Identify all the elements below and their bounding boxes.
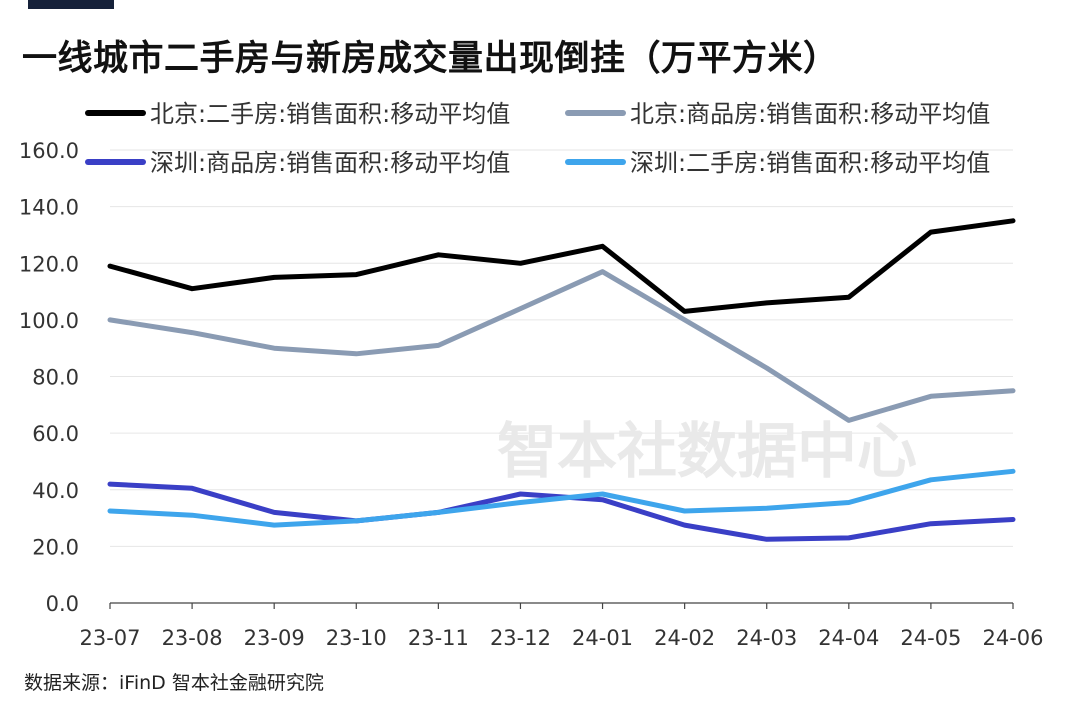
x-tick-label: 23-12 — [490, 626, 551, 650]
series-line-2 — [107, 269, 1016, 423]
y-tick-label: 20.0 — [32, 535, 79, 559]
legend-label: 深圳:商品房:销售面积:移动平均值 — [150, 149, 510, 177]
watermark: 智本社数据中心 — [497, 417, 917, 487]
x-tick-label: 24-03 — [736, 626, 797, 650]
series-line-1 — [107, 218, 1016, 314]
x-tick-label: 24-04 — [818, 626, 879, 650]
x-tick-label: 24-05 — [900, 626, 961, 650]
legend-label: 北京:二手房:销售面积:移动平均值 — [150, 100, 510, 128]
y-tick-label: 140.0 — [19, 196, 79, 220]
grid-lines — [110, 149, 1013, 547]
y-tick-label: 100.0 — [19, 309, 79, 333]
y-tick-label: 80.0 — [32, 366, 79, 390]
y-tick-label: 120.0 — [19, 252, 79, 276]
x-tick-label: 23-09 — [244, 626, 305, 650]
watermark-group: 智本社数据中心 — [497, 417, 917, 487]
series-lines — [107, 218, 1016, 542]
legend-label: 深圳:二手房:销售面积:移动平均值 — [630, 149, 990, 177]
legend-label: 北京:商品房:销售面积:移动平均值 — [630, 100, 990, 128]
y-tick-label: 160.0 — [19, 139, 79, 163]
x-tick-label: 24-02 — [654, 626, 715, 650]
legend: 北京:二手房:销售面积:移动平均值 北京:商品房:销售面积:移动平均值深圳:商品房… — [85, 100, 990, 177]
x-tick-label: 23-07 — [79, 626, 140, 650]
x-tick-label: 23-10 — [326, 626, 387, 650]
x-tick-label: 23-08 — [162, 626, 223, 650]
axes: 0.0 20.0 40.0 60.0 80.0 100.0 120.0 140.0 160.0 2… — [19, 139, 1044, 650]
y-tick-label: 40.0 — [32, 479, 79, 503]
x-tick-label: 24-06 — [982, 626, 1043, 650]
series-line-4 — [107, 468, 1016, 528]
title-accent-bar — [28, 0, 114, 9]
chart-title: 一线城市二手房与新房成交量出现倒挂（万平方米） — [22, 39, 839, 79]
x-tick-label: 24-01 — [572, 626, 633, 650]
x-tick-label: 23-11 — [408, 626, 469, 650]
source-note: 数据来源：iFinD 智本社金融研究院 — [24, 672, 324, 694]
y-tick-label: 60.0 — [32, 422, 79, 446]
y-tick-label: 0.0 — [46, 592, 79, 616]
